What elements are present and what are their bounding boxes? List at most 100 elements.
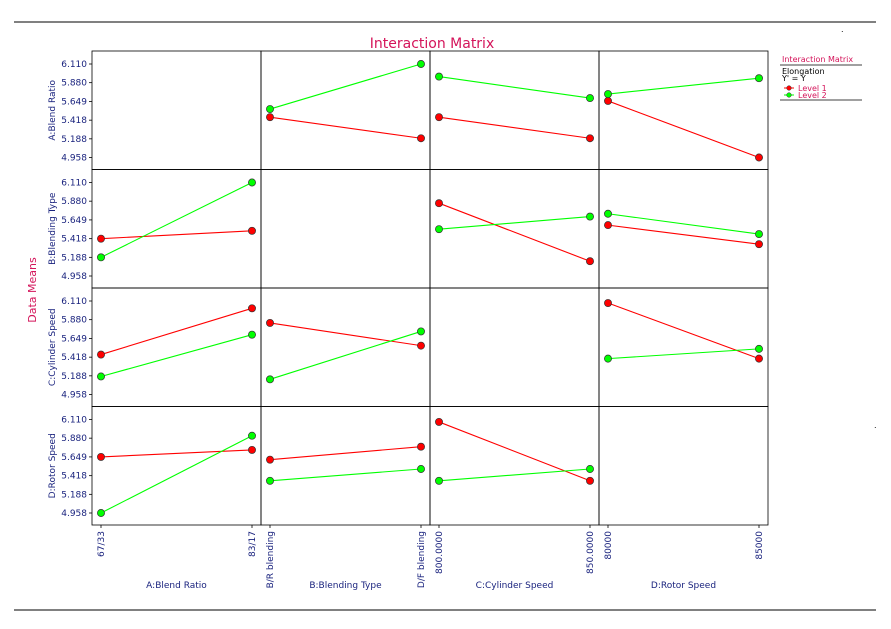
y-tick-label: 5.188 — [61, 253, 87, 263]
column-factor-label: B:Blending Type — [309, 581, 382, 591]
series-line-level2 — [438, 216, 591, 230]
data-point-level1 — [435, 199, 443, 208]
cell-frame — [91, 50, 262, 170]
data-point-level1 — [97, 452, 105, 461]
cell-frame — [260, 406, 431, 526]
cell-frame — [91, 287, 262, 407]
legend-level1-label: Level 1 — [798, 84, 827, 93]
cell-frame — [91, 169, 262, 289]
cell-frame — [429, 287, 600, 407]
data-point-level2 — [435, 476, 443, 485]
x-tick-label: 800.0000 — [435, 531, 445, 574]
data-point-level2 — [266, 105, 274, 113]
data-point-level2 — [586, 94, 594, 103]
data-point-level2 — [97, 253, 105, 262]
chart-title: Interaction Matrix — [370, 36, 494, 52]
series-line-level2 — [269, 330, 422, 380]
legend-formula: Y' = Y — [781, 74, 806, 83]
series-line-level1 — [100, 230, 253, 240]
data-point-level2 — [248, 330, 256, 339]
data-point-level2 — [417, 465, 425, 473]
y-tick-label: 5.880 — [61, 197, 87, 207]
column-factor-label: C:Cylinder Speed — [476, 581, 554, 591]
series-line-level1 — [269, 322, 422, 347]
data-point-level2 — [435, 225, 443, 234]
series-line-level2 — [438, 76, 591, 99]
x-tick-label: 85000 — [755, 531, 765, 560]
x-tick-label: D/F blending — [417, 531, 427, 588]
data-point-level1 — [604, 299, 612, 307]
y-tick-label: 5.418 — [61, 472, 87, 482]
series-line-level2 — [100, 334, 253, 378]
legend-level2-label: Level 2 — [798, 91, 827, 100]
y-tick-label: 5.649 — [61, 453, 87, 463]
dot-mark: . — [874, 421, 877, 430]
cell-frame — [429, 169, 600, 289]
row-factor-label: B:Blending Type — [48, 192, 58, 265]
axis-labels: 6.110 5.880 5.649 5.418 5.188 4.958 A:Blend Ra… — [48, 60, 765, 591]
data-point-level2 — [266, 476, 274, 485]
data-point-level2 — [266, 375, 274, 384]
data-point-level2 — [248, 431, 256, 440]
y-tick-label: 5.188 — [61, 135, 87, 145]
y-tick-label: 5.418 — [61, 235, 87, 245]
legend: Interaction Matrix Elongation Y' = Y Lev… — [780, 55, 862, 101]
data-point-level1 — [248, 304, 256, 313]
series-line-level2 — [100, 435, 253, 514]
data-point-level1 — [755, 354, 763, 363]
data-point-level1 — [266, 455, 274, 464]
cell-frame — [429, 406, 600, 526]
x-tick-label: B/R blending — [266, 531, 276, 588]
row-factor-label: A:Blend Ratio — [48, 79, 58, 140]
series-line-level2 — [607, 348, 760, 360]
data-point-level2 — [417, 60, 425, 68]
dot-mark: . — [841, 25, 844, 34]
series-line-level1 — [607, 100, 760, 159]
y-tick-label: 4.958 — [61, 391, 87, 401]
series-line-level1 — [100, 307, 253, 356]
data-point-level1 — [97, 350, 105, 359]
data-point-level1 — [266, 113, 274, 122]
series-line-level1 — [100, 449, 253, 458]
data-point-level1 — [248, 445, 256, 454]
data-point-level2 — [604, 354, 612, 363]
row-factor-label: D:Rotor Speed — [48, 433, 58, 498]
data-point-level2 — [755, 230, 763, 238]
data-point-level2 — [435, 72, 443, 81]
data-point-level2 — [755, 344, 763, 353]
y-tick-label: 4.958 — [61, 509, 87, 519]
cell-frame — [598, 406, 769, 526]
y-tick-label: 5.188 — [61, 490, 87, 500]
data-point-level1 — [248, 226, 256, 235]
column-factor-label: D:Rotor Speed — [651, 581, 716, 591]
y-tick-label: 6.110 — [61, 60, 87, 70]
y-tick-label: 4.958 — [61, 154, 87, 164]
legend-subtitle: Elongation — [782, 67, 825, 76]
cell-frame — [260, 287, 431, 407]
series-line-level2 — [269, 468, 422, 482]
series-line-level1 — [438, 116, 591, 139]
data-point-level1 — [755, 153, 763, 162]
series-line-level1 — [269, 116, 422, 139]
series-line-level2 — [607, 77, 760, 95]
data-point-level1 — [586, 134, 594, 143]
data-point-level1 — [604, 221, 612, 230]
y-tick-label: 5.188 — [61, 372, 87, 382]
data-point-level1 — [417, 341, 425, 350]
y-tick-label: 5.880 — [61, 79, 87, 89]
cell-frame — [429, 50, 600, 170]
data-point-level2 — [97, 509, 105, 517]
y-tick-label: 5.418 — [61, 116, 87, 126]
data-point-level2 — [604, 209, 612, 218]
series-line-level1 — [607, 224, 760, 245]
y-tick-label: 5.649 — [61, 334, 87, 344]
y-tick-label: 4.958 — [61, 272, 87, 282]
data-point-level1 — [755, 240, 763, 249]
x-tick-label: 83/17 — [248, 531, 258, 557]
x-tick-label: 67/33 — [97, 531, 107, 557]
plot-grid — [91, 50, 769, 526]
data-point-level2 — [586, 212, 594, 221]
data-point-level2 — [248, 178, 256, 187]
y-tick-label: 5.649 — [61, 97, 87, 107]
